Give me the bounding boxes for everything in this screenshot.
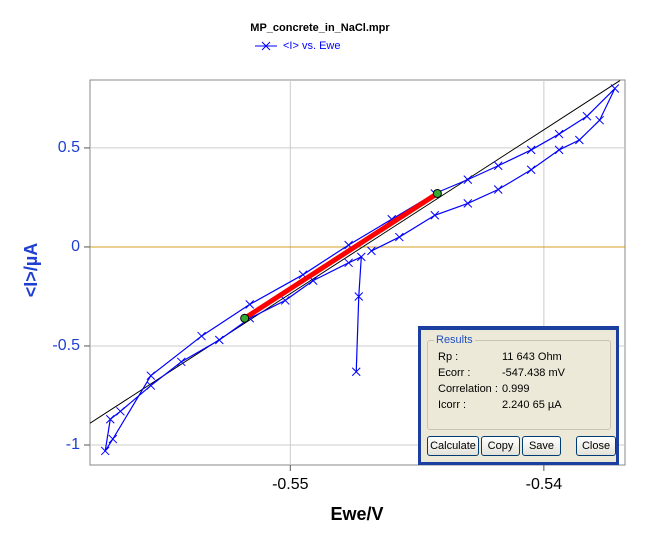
- marker: [214, 335, 224, 345]
- results-group: Results Rp : 11 643 Ohm Ecorr : -547.438 mV…: [427, 334, 611, 430]
- marker: [610, 84, 620, 93]
- result-value: 2.240 65 µA: [502, 399, 562, 411]
- plot-frame: [89, 79, 626, 466]
- results-dialog: Results Rp : 11 643 Ohm Ecorr : -547.438 mV…: [418, 326, 619, 465]
- series-line: [104, 88, 616, 452]
- fit-point: [432, 188, 442, 198]
- x-tick-label: -0.54: [526, 476, 563, 493]
- marker: [351, 367, 361, 377]
- marker: [554, 145, 564, 155]
- result-label: Correlation :: [438, 383, 498, 395]
- button[interactable]: Copy: [481, 436, 520, 456]
- marker: [575, 135, 584, 145]
- plot-area: [90, 80, 621, 456]
- marker: [463, 199, 473, 208]
- x-tick-label: -0.55: [272, 476, 309, 493]
- x-axis-label: Ewe/V: [330, 504, 383, 524]
- marker: [176, 357, 186, 367]
- marker: [146, 381, 156, 390]
- fit-line: [243, 191, 439, 321]
- result-label: Ecorr :: [438, 367, 471, 379]
- group-title: Results: [434, 334, 475, 346]
- result-row: Correlation : 0.999: [438, 383, 530, 395]
- marker: [526, 165, 536, 175]
- result-value: 0.999: [502, 383, 530, 395]
- marker: [430, 210, 440, 220]
- y-axis-label: <I>/µA: [21, 243, 41, 297]
- marker: [197, 331, 206, 341]
- marker: [108, 434, 118, 444]
- button[interactable]: Calculate: [427, 436, 479, 456]
- marker: [526, 145, 536, 155]
- button[interactable]: Save: [522, 436, 561, 456]
- y-tick-label: 0.5: [58, 139, 80, 156]
- marker: [344, 258, 353, 268]
- tangent-line: [90, 80, 621, 424]
- marker: [245, 300, 255, 309]
- marker: [280, 296, 290, 305]
- y-tick-label: -1: [66, 436, 80, 453]
- chart-title: MP_concrete_in_NaCl.mpr: [250, 22, 390, 34]
- marker: [394, 232, 404, 242]
- marker: [105, 414, 115, 424]
- marker: [367, 246, 376, 256]
- result-label: Icorr :: [438, 399, 467, 411]
- marker: [493, 185, 503, 194]
- result-label: Rp :: [438, 351, 459, 363]
- result-row: Icorr : 2.240 65 µA: [438, 399, 562, 411]
- result-row: Ecorr : -547.438 mV: [438, 367, 565, 379]
- y-tick-label: -0.5: [52, 337, 80, 354]
- legend-marker: [261, 41, 271, 51]
- button[interactable]: Close: [576, 436, 616, 456]
- marker: [356, 252, 366, 262]
- marker: [100, 446, 110, 456]
- marker: [493, 161, 503, 171]
- marker: [554, 129, 564, 139]
- y-tick-label: 0: [71, 238, 80, 255]
- legend-label: <I> vs. Ewe: [283, 40, 340, 52]
- marker: [582, 111, 592, 121]
- result-value: -547.438 mV: [502, 367, 565, 379]
- result-row: Rp : 11 643 Ohm: [438, 351, 562, 363]
- marker: [146, 371, 156, 381]
- marker: [595, 115, 604, 125]
- fit-point: [240, 313, 250, 323]
- marker: [116, 406, 125, 416]
- marker: [354, 292, 364, 301]
- marker: [463, 175, 473, 184]
- result-value: 11 643 Ohm: [502, 351, 562, 363]
